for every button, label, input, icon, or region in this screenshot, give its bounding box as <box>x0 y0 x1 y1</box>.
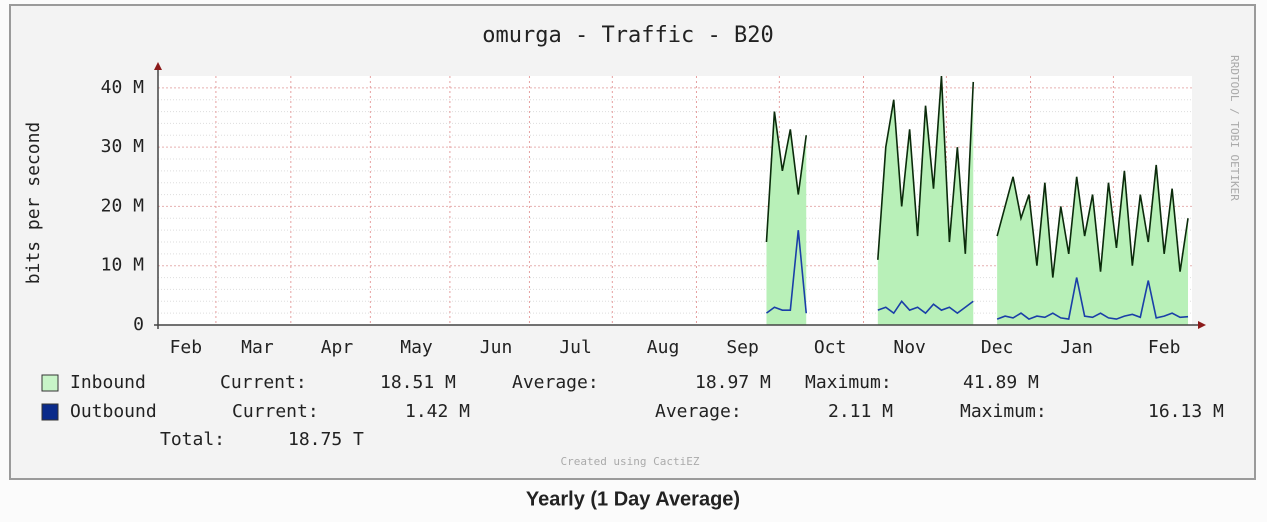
legend-stat-label: Average: <box>655 401 742 422</box>
area <box>766 76 1189 325</box>
legend-stat-value: 41.89 M <box>963 372 1039 393</box>
credit: Created using CactiEZ <box>560 455 699 468</box>
y-tick-label: 30 M <box>101 136 145 157</box>
x-tick-label: May <box>400 337 433 358</box>
side-note: RRDTOOL / TOBI OETIKER <box>1228 55 1241 201</box>
legend-stat-label: Current: <box>232 401 319 422</box>
x-tick-label: Nov <box>893 337 926 358</box>
chart-title: omurga - Traffic - B20 <box>482 23 773 48</box>
x-tick-label: Feb <box>1148 337 1181 358</box>
line <box>765 230 1189 320</box>
x-tick-label: Dec <box>981 337 1014 358</box>
y-tick-label: 10 M <box>101 255 145 276</box>
x-tick-label: Aug <box>647 337 680 358</box>
line <box>765 75 1189 278</box>
legend-stat-value: 1.42 M <box>405 401 470 422</box>
legend-swatch <box>41 374 59 392</box>
legend-stat-label: Maximum: <box>805 372 892 393</box>
legend-label: Outbound <box>70 401 157 422</box>
legend-stat-label: Current: <box>220 372 307 393</box>
legend-label: Inbound <box>70 372 146 393</box>
total-value: 18.75 T <box>288 429 364 450</box>
x-tick-label: Jan <box>1060 337 1093 358</box>
total-label: Total: <box>160 429 225 450</box>
x-tick-label: Jun <box>480 337 513 358</box>
y-tick-label: 0 <box>133 314 144 335</box>
legend-stat-value: 2.11 M <box>828 401 893 422</box>
x-tick-label: Feb <box>170 337 203 358</box>
legend-stat-label: Average: <box>512 372 599 393</box>
y-tick-label: 20 M <box>101 195 145 216</box>
y-axis-label: bits per second <box>23 122 44 285</box>
legend-stat-value: 16.13 M <box>1148 401 1224 422</box>
x-tick-label: Oct <box>814 337 847 358</box>
x-tick-label: Mar <box>241 337 274 358</box>
legend-stat-value: 18.97 M <box>695 372 771 393</box>
legend-swatch <box>41 403 59 421</box>
y-tick-label: 40 M <box>101 77 145 98</box>
x-arrow <box>1198 321 1206 329</box>
legend-stat-value: 18.51 M <box>380 372 456 393</box>
x-tick-label: Apr <box>321 337 354 358</box>
x-tick-label: Jul <box>559 337 592 358</box>
x-tick-label: Sep <box>726 337 759 358</box>
caption: Yearly (1 Day Average) <box>526 488 740 510</box>
legend-stat-label: Maximum: <box>960 401 1047 422</box>
y-arrow <box>154 62 162 70</box>
